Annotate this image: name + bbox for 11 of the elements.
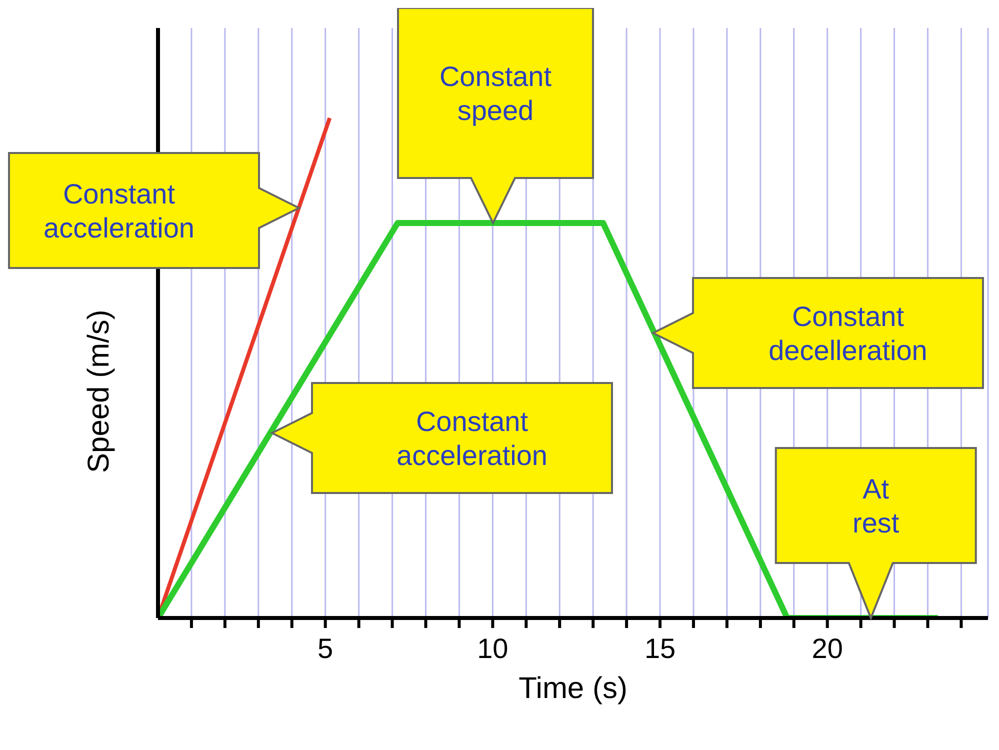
annotation: Constant speed (439, 61, 552, 126)
x-tick-label: 20 (812, 633, 843, 664)
annotation: Constant acceleration (396, 406, 548, 471)
x-tick-label: 5 (318, 633, 334, 664)
annotation: Constant decelleration (768, 301, 928, 366)
annotation: At rest (852, 474, 900, 538)
y-axis-title: Speed (m/s) (82, 310, 116, 473)
x-axis-title: Time (s) (518, 672, 628, 705)
x-tick-label: 10 (477, 633, 508, 664)
annotation: Constant acceleration (44, 178, 194, 244)
x-tick-label: 15 (644, 633, 676, 664)
